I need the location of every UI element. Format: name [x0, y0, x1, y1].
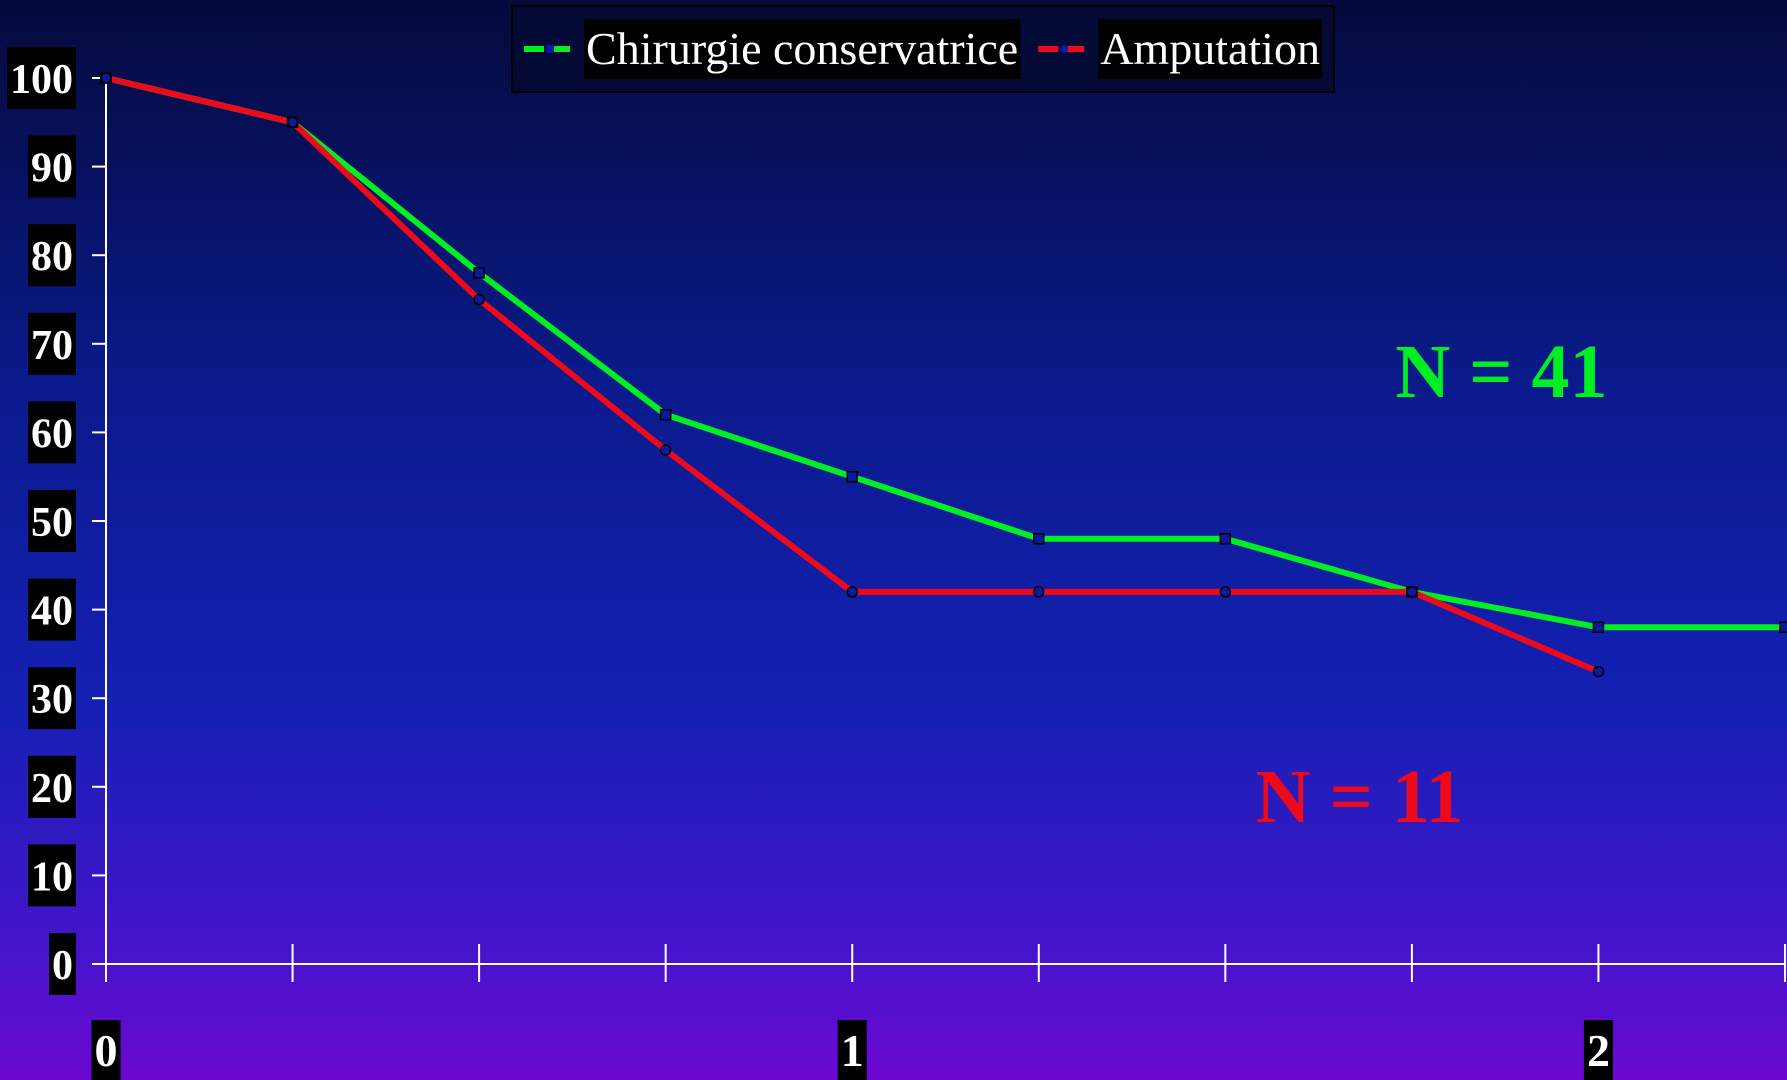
- x-tick-label-bg: [837, 1020, 867, 1080]
- y-tick-label: 70: [31, 323, 73, 369]
- y-tick-label: 90: [31, 146, 73, 192]
- data-point-chirurgie-conservatrice: [1592, 621, 1605, 634]
- data-point-amputation: [846, 586, 858, 598]
- y-tick-label: 0: [52, 943, 73, 989]
- x-tick-label: 2: [1587, 1025, 1610, 1076]
- legend-marker-chirurgie-conservatrice: [546, 45, 555, 53]
- data-point-amputation: [100, 72, 112, 84]
- legend-label-chirurgie-conservatrice: Chirurgie conservatrice: [586, 23, 1018, 74]
- y-tick-label-bg: [28, 755, 76, 818]
- y-tick-label-bg: [28, 224, 76, 287]
- data-point-amputation: [286, 116, 299, 129]
- y-tick-label-bg: [28, 401, 76, 464]
- y-tick-label-bg: [28, 135, 76, 198]
- data-point-amputation: [1033, 586, 1045, 598]
- y-tick-label: 80: [31, 234, 73, 280]
- y-tick-label-bg: [49, 933, 76, 995]
- legend-label-bg: [584, 19, 1021, 79]
- annotation-n-41: N = 41: [1395, 330, 1607, 414]
- data-point-chirurgie-conservatrice: [1779, 621, 1787, 634]
- y-tick-label: 30: [31, 677, 73, 723]
- y-tick-labels: 0 10 20 30 40 50 60 70 80 90 100: [7, 47, 76, 995]
- y-tick-label-bg: [28, 844, 76, 907]
- annotations: N = 41 N = 11: [1256, 330, 1608, 839]
- y-tick-label: 20: [31, 766, 73, 812]
- y-tick-label-bg: [28, 490, 76, 552]
- y-tick-label-bg: [28, 312, 76, 375]
- x-tick-labels: 0 1 2: [91, 1020, 1613, 1080]
- series-markers: [100, 72, 1787, 678]
- x-tick-label-bg: [91, 1020, 121, 1080]
- data-point-chirurgie-conservatrice: [1033, 532, 1045, 545]
- legend-marker-amputation: [1060, 45, 1069, 53]
- data-point-amputation: [1219, 586, 1232, 598]
- data-point-chirurgie-conservatrice: [846, 470, 858, 483]
- y-tick-label: 10: [31, 854, 73, 900]
- y-tick-label-bg: [28, 578, 76, 641]
- x-tick-label-bg: [1583, 1020, 1613, 1080]
- annotation-n-11: N = 11: [1256, 755, 1464, 839]
- y-tick-label: 50: [31, 500, 73, 546]
- legend: Chirurgie conservatrice Amputation: [511, 5, 1335, 93]
- data-point-chirurgie-conservatrice: [473, 267, 485, 279]
- series-line-chirurgie-conservatrice: [103, 75, 1787, 631]
- axes: [92, 74, 1786, 982]
- data-point-chirurgie-conservatrice: [659, 408, 672, 421]
- data-point-amputation: [1592, 665, 1605, 678]
- y-tick-label: 100: [10, 57, 73, 103]
- data-point-amputation: [473, 293, 485, 306]
- data-point-chirurgie-conservatrice: [1219, 532, 1232, 545]
- y-tick-label-bg: [7, 47, 76, 109]
- y-tick-label: 40: [31, 589, 73, 635]
- legend-label-amputation: Amputation: [1100, 23, 1320, 74]
- data-point-amputation: [659, 444, 672, 456]
- x-tick-label: 1: [841, 1025, 864, 1076]
- y-tick-label: 60: [31, 411, 73, 457]
- legend-label-bg: [1098, 19, 1322, 79]
- y-tick-label-bg: [28, 667, 76, 730]
- x-tick-label: 0: [95, 1025, 118, 1076]
- data-point-amputation: [1406, 586, 1418, 598]
